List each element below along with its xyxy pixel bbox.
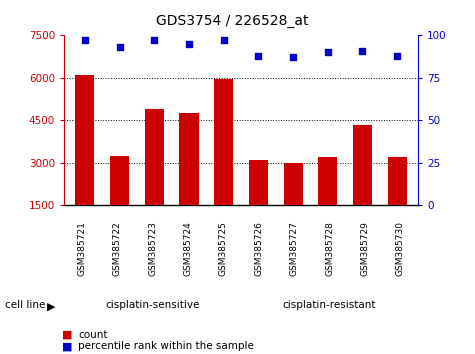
Text: count: count	[78, 330, 108, 339]
Text: GSM385726: GSM385726	[254, 221, 263, 276]
Text: GSM385722: GSM385722	[113, 221, 122, 276]
Point	[289, 55, 297, 60]
Text: cell line: cell line	[5, 300, 45, 310]
Bar	[110, 156, 129, 205]
Text: ▶: ▶	[47, 302, 55, 312]
Text: GSM385728: GSM385728	[325, 221, 334, 276]
Text: GSM385721: GSM385721	[77, 221, 86, 276]
Text: cisplatin-resistant: cisplatin-resistant	[283, 300, 376, 310]
Text: GSM385729: GSM385729	[361, 221, 370, 276]
Point	[81, 38, 89, 43]
Text: GSM385725: GSM385725	[219, 221, 228, 276]
Point	[185, 41, 193, 47]
Text: cisplatin-sensitive: cisplatin-sensitive	[105, 300, 200, 310]
Text: ■: ■	[62, 341, 72, 351]
Bar	[249, 160, 268, 205]
Text: GSM385727: GSM385727	[290, 221, 299, 276]
Point	[393, 53, 401, 59]
Point	[255, 53, 262, 59]
Point	[151, 38, 158, 43]
Bar	[76, 75, 95, 205]
Bar	[145, 109, 164, 205]
Point	[359, 48, 366, 53]
Bar	[214, 79, 233, 205]
Text: ■: ■	[62, 330, 72, 339]
Text: GSM385730: GSM385730	[396, 221, 405, 276]
Point	[220, 38, 228, 43]
Point	[116, 45, 124, 50]
Text: GDS3754 / 226528_at: GDS3754 / 226528_at	[156, 14, 309, 28]
Bar	[318, 157, 337, 205]
Point	[324, 50, 332, 55]
Bar	[388, 157, 407, 205]
Bar	[284, 164, 303, 205]
Bar	[353, 125, 372, 205]
Bar	[180, 113, 199, 205]
Text: GSM385723: GSM385723	[148, 221, 157, 276]
Text: percentile rank within the sample: percentile rank within the sample	[78, 341, 254, 351]
Text: GSM385724: GSM385724	[183, 221, 192, 276]
